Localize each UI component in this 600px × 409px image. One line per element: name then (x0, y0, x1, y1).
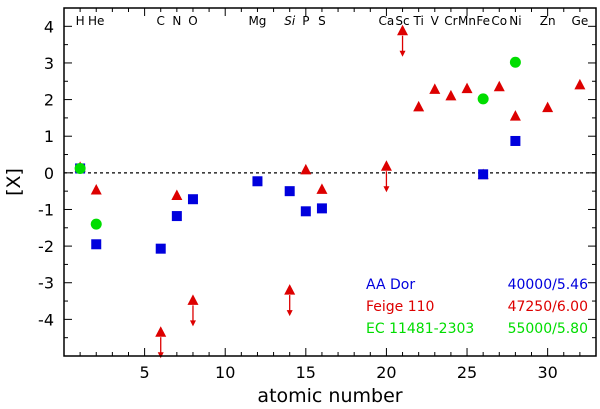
element-label: Fe (476, 14, 490, 28)
element-label: P (302, 14, 309, 28)
plot-frame (63, 7, 597, 357)
x-tick-label: 10 (215, 363, 235, 382)
element-label: Cr (444, 14, 457, 28)
element-label: He (88, 14, 104, 28)
aa-dor-point (187, 194, 198, 205)
y-tick-label: 3 (44, 54, 54, 73)
feige-110-point (300, 163, 312, 175)
element-label: Ca (379, 14, 395, 28)
legend-entry-params: 47250/6.00 (508, 299, 588, 315)
element-label: V (431, 14, 440, 28)
y-axis-title: [X] (3, 168, 25, 196)
aa-dor-point (300, 206, 311, 217)
feige-110-point (187, 294, 199, 305)
element-label: N (172, 14, 181, 28)
ec-11481-point (90, 218, 102, 230)
x-tick-label: 5 (140, 363, 150, 382)
x-axis-title: atomic number (257, 385, 402, 407)
x-tick-label: 30 (537, 363, 557, 382)
aa-dor-point (252, 176, 263, 187)
legend-entry-name: AA Dor (366, 277, 415, 293)
feige-110-point (380, 160, 392, 171)
feige-110-point (397, 24, 409, 36)
upper-limit-arrow-head (399, 50, 406, 57)
y-tick-label: -2 (38, 237, 54, 256)
ec-11481-point (477, 93, 489, 105)
legend: AA Dor 40000/5.46 Feige 110 47250/6.00 EC 11… (366, 277, 588, 337)
feige-110-point (284, 284, 296, 295)
aa-dor-point (155, 243, 166, 254)
element-label: Ti (413, 14, 424, 28)
element-label: Zn (540, 14, 556, 28)
x-tick-label: 25 (457, 363, 477, 382)
aa-dor-point (91, 239, 102, 250)
feige-110-point (155, 326, 167, 337)
y-tick-label: 0 (44, 164, 54, 183)
x-tick-label: 20 (376, 363, 396, 382)
y-tick-label: 1 (44, 127, 54, 146)
feige-110-point (171, 189, 183, 201)
legend-entry-name: Feige 110 (366, 299, 434, 315)
element-label: Sc (395, 14, 409, 28)
aa-dor-point (284, 186, 295, 197)
element-label: S (318, 14, 326, 28)
element-label: Si (284, 14, 296, 28)
feige-110-point (90, 184, 102, 195)
y-tick-label: -1 (38, 200, 54, 219)
feige-110-point (429, 83, 441, 94)
legend-entry-name: EC 11481-2303 (366, 321, 474, 337)
feige-110-point (445, 89, 457, 101)
x-tick-label: 15 (296, 363, 316, 382)
y-tick-label: -3 (38, 274, 54, 293)
upper-limit-arrow-head (189, 320, 196, 327)
upper-limit-arrow-head (383, 186, 390, 193)
element-label: Co (491, 14, 507, 28)
feige-110-point (413, 100, 425, 112)
aa-dor-point (316, 203, 327, 214)
feige-110-point (509, 110, 521, 121)
y-tick-label: 4 (44, 17, 54, 36)
element-label: O (188, 14, 197, 28)
ec-11481-point (74, 162, 86, 174)
y-tick-label: 2 (44, 91, 54, 110)
feige-110-point (542, 101, 554, 113)
data-markers (74, 24, 586, 359)
legend-entry-params: 40000/5.46 (508, 277, 589, 293)
aa-dor-point (171, 211, 182, 222)
element-labels: H He C N O Mg Si P S Ca Sc Ti V Cr Mn Fe Co Ni Zn Ge (76, 14, 589, 28)
upper-limit-arrow-head (286, 310, 293, 317)
element-label: H (76, 14, 85, 28)
element-label: Mn (458, 14, 476, 28)
feige-110-point (461, 82, 473, 94)
element-label: Ge (572, 14, 589, 28)
aa-dor-point (510, 135, 521, 146)
ec-11481-point (509, 56, 521, 68)
element-label: C (157, 14, 165, 28)
element-label: Ni (509, 14, 521, 28)
element-label: Mg (248, 14, 266, 28)
feige-110-point (493, 80, 505, 92)
y-tick-label: -4 (38, 310, 54, 329)
feige-110-point (316, 183, 328, 194)
aa-dor-point (478, 169, 489, 180)
feige-110-point (574, 78, 586, 90)
legend-entry-params: 55000/5.80 (508, 321, 588, 337)
upper-limit-arrow-head (157, 352, 164, 359)
